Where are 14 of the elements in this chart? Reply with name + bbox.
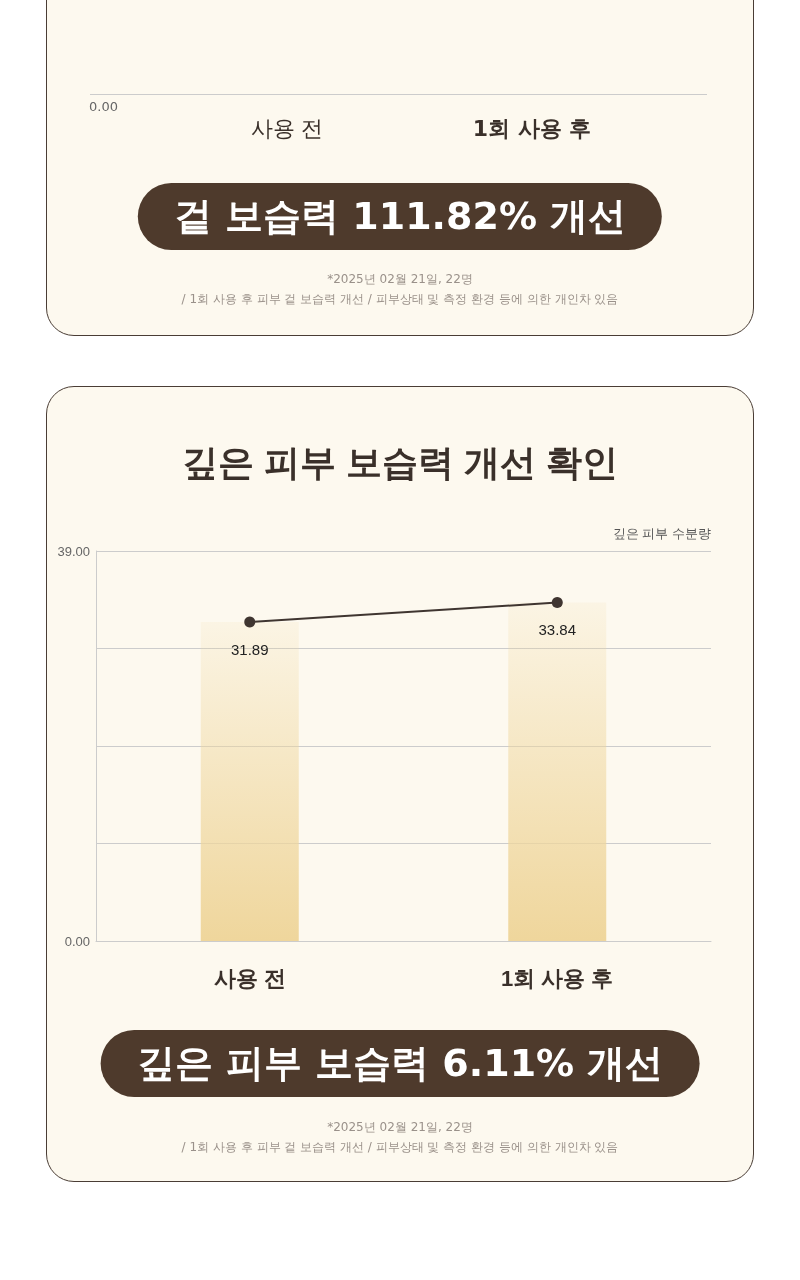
y-tick-label: 39.00: [57, 543, 90, 559]
chart-title: 깊은 피부 보습력 개선 확인: [181, 441, 618, 483]
text: *2025년 02월 21일, 22명: [326, 271, 474, 288]
data-label: 33.84: [538, 621, 577, 639]
text: / 1회 사용 후 피부 겉 보습력 개선 / 피부상태 및 측정 환경 등에 의한 개인차 있음: [180, 291, 620, 308]
text: 겉 보습력 111.82% 개선: [137, 183, 663, 250]
text: 0.00: [89, 99, 118, 114]
text: / 1회 사용 후 피부 겉 보습력 개선 / 피부상태 및 측정 환경 등에 의한 개인차 있음: [180, 1139, 620, 1156]
category-label: 사용 전: [249, 115, 325, 143]
text: 깊은 피부 보습력 6.11% 개선: [100, 1030, 700, 1097]
category-label: 1회 사용 후: [472, 115, 592, 143]
data-label: 31.89: [230, 640, 269, 658]
text: *2025년 02월 21일, 22명: [326, 1119, 474, 1136]
y-axis-title: 깊은 피부 수분량: [612, 526, 712, 541]
